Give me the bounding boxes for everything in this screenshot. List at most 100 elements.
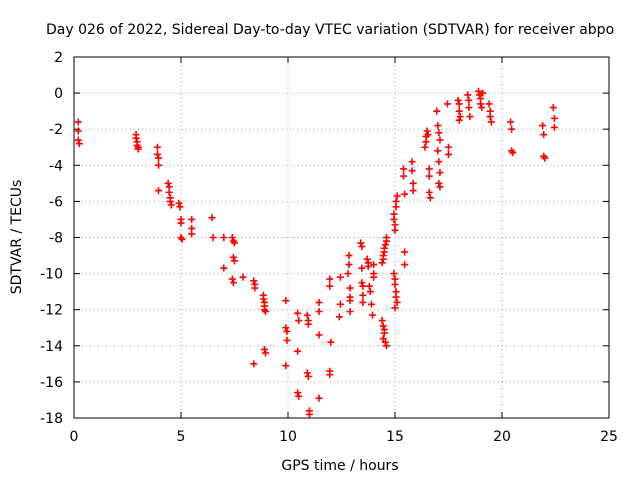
- data-point: [391, 304, 399, 312]
- data-point: [435, 129, 443, 137]
- data-point: [425, 165, 433, 173]
- data-point: [167, 201, 175, 209]
- data-point: [382, 342, 390, 350]
- data-point: [477, 100, 485, 108]
- data-point: [408, 158, 416, 166]
- data-point: [434, 147, 442, 155]
- data-point: [304, 372, 312, 380]
- data-point: [346, 308, 354, 316]
- data-point: [250, 277, 258, 285]
- data-point: [283, 327, 291, 335]
- data-point: [365, 282, 373, 290]
- data-point: [305, 410, 313, 418]
- data-point: [550, 123, 558, 131]
- data-point: [294, 309, 302, 317]
- data-point: [165, 188, 173, 196]
- data-point: [507, 118, 515, 126]
- data-point: [155, 187, 163, 195]
- data-point: [283, 336, 291, 344]
- data-point: [358, 243, 366, 251]
- data-point: [421, 143, 429, 151]
- data-point: [357, 239, 365, 247]
- data-point: [393, 298, 401, 306]
- data-point: [220, 234, 228, 241]
- data-point: [155, 154, 163, 162]
- data-point: [303, 311, 311, 319]
- data-point: [369, 311, 377, 319]
- data-point: [346, 284, 354, 292]
- data-point: [188, 215, 196, 223]
- data-point: [434, 122, 442, 130]
- data-point: [379, 335, 387, 343]
- data-point: [282, 324, 290, 332]
- data-point: [550, 114, 558, 122]
- data-point: [445, 143, 452, 151]
- data-point: [401, 261, 409, 269]
- data-point: [260, 345, 268, 353]
- data-point: [315, 331, 323, 339]
- x-axis-label: GPS time / hours: [281, 458, 398, 474]
- y-tick-label: -16: [40, 375, 63, 391]
- data-point: [231, 239, 238, 247]
- y-tick-label: 0: [54, 86, 63, 102]
- x-tick-label: 5: [177, 429, 186, 445]
- data-point: [455, 116, 463, 124]
- data-point: [326, 275, 334, 283]
- data-point: [164, 179, 172, 187]
- data-point: [208, 214, 216, 222]
- data-point: [134, 145, 142, 153]
- data-point: [436, 169, 444, 177]
- data-point: [409, 179, 417, 187]
- data-point: [435, 179, 443, 187]
- data-point: [239, 273, 247, 281]
- data-point: [231, 257, 238, 265]
- x-tick-label: 20: [493, 429, 511, 445]
- data-point: [466, 113, 474, 121]
- data-point: [390, 270, 398, 278]
- data-point: [75, 140, 83, 148]
- data-point: [392, 197, 400, 205]
- x-tick-label: 10: [279, 429, 297, 445]
- data-point: [370, 273, 378, 281]
- y-tick-label: -12: [40, 303, 63, 319]
- data-point: [359, 282, 367, 290]
- data-point: [345, 252, 353, 260]
- data-point: [541, 154, 549, 162]
- data-point: [381, 241, 389, 249]
- data-point: [303, 369, 311, 377]
- y-tick-label: -6: [49, 194, 63, 210]
- data-point: [392, 293, 400, 301]
- y-tick-label: 2: [54, 50, 63, 66]
- data-point: [153, 143, 161, 151]
- data-point: [315, 394, 323, 402]
- data-point: [175, 199, 183, 207]
- data-point: [401, 190, 409, 198]
- data-point: [336, 300, 344, 308]
- chart-title: Day 026 of 2022, Sidereal Day-to-day VTE…: [46, 22, 614, 38]
- data-point: [364, 262, 372, 270]
- x-tick-label: 0: [70, 429, 79, 445]
- data-point: [262, 308, 270, 316]
- data-point: [425, 188, 433, 196]
- data-point: [380, 329, 388, 337]
- data-point: [327, 338, 335, 346]
- data-point: [153, 150, 161, 158]
- data-point: [294, 347, 302, 355]
- y-tick-label: -18: [40, 411, 63, 427]
- data-point: [454, 96, 462, 104]
- data-point: [326, 282, 334, 290]
- data-point: [478, 104, 486, 112]
- data-point: [176, 203, 184, 211]
- data-point: [401, 248, 409, 256]
- data-point: [344, 270, 352, 278]
- data-point: [443, 100, 451, 108]
- data-point: [295, 392, 303, 400]
- data-point: [282, 297, 290, 305]
- data-point: [381, 338, 389, 346]
- data-point: [465, 104, 473, 112]
- data-point: [345, 261, 353, 269]
- data-point: [509, 149, 517, 157]
